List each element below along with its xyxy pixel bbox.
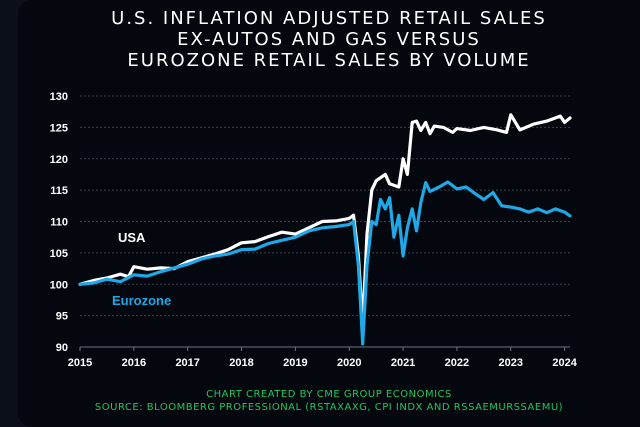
y-tick-label-90: 90 [56, 342, 68, 354]
credit-line: CHART CREATED BY CME GROUP ECONOMICS [206, 389, 452, 400]
x-tick-label-2017: 2017 [175, 357, 199, 369]
label-layer: USA Eurozone [112, 230, 171, 308]
series-label-usa: USA [118, 230, 146, 245]
x-tick-label-2021: 2021 [391, 357, 415, 369]
chart-title: U.S. INFLATION ADJUSTED RETAIL SALES EX-… [18, 8, 640, 71]
series-line-eurozone [78, 180, 572, 346]
x-tick-label-2023: 2023 [499, 357, 523, 369]
x-tick-label-2020: 2020 [337, 357, 361, 369]
y-tick-label-110: 110 [50, 217, 68, 229]
y-tick-label-100: 100 [50, 279, 68, 291]
y-tick-label-105: 105 [50, 248, 68, 260]
chart-panel [18, 0, 640, 427]
y-tick-label-120: 120 [50, 154, 68, 166]
series-layer [78, 113, 572, 346]
chart-title-line-1: U.S. INFLATION ADJUSTED RETAIL SALES [111, 8, 547, 29]
x-tick-label-2022: 2022 [445, 357, 469, 369]
chart-footer: CHART CREATED BY CME GROUP ECONOMICS SOU… [18, 388, 640, 414]
source-line: SOURCE: BLOOMBERG PROFESSIONAL (RSTAXAXG… [94, 402, 564, 413]
x-tick-label-2024: 2024 [552, 357, 577, 369]
y-tick-label-115: 115 [50, 185, 68, 197]
y-tick-label-95: 95 [56, 311, 68, 323]
x-tick-label-2018: 2018 [229, 357, 253, 369]
x-tick-label-2019: 2019 [283, 357, 307, 369]
x-tick-label-2016: 2016 [122, 357, 146, 369]
axis-layer: 90 95 100 105 110 115 120 125 130 2015 2016 2017 201… [50, 91, 578, 369]
chart-title-line-3: EUROZONE RETAIL SALES BY VOLUME [127, 50, 531, 71]
series-label-eurozone: Eurozone [112, 293, 171, 308]
y-tick-label-130: 130 [50, 91, 68, 103]
chart-title-line-2: EX-AUTOS AND GAS VERSUS [177, 29, 481, 50]
y-tick-label-125: 125 [50, 122, 68, 134]
x-tick-label-2015: 2015 [68, 357, 92, 369]
